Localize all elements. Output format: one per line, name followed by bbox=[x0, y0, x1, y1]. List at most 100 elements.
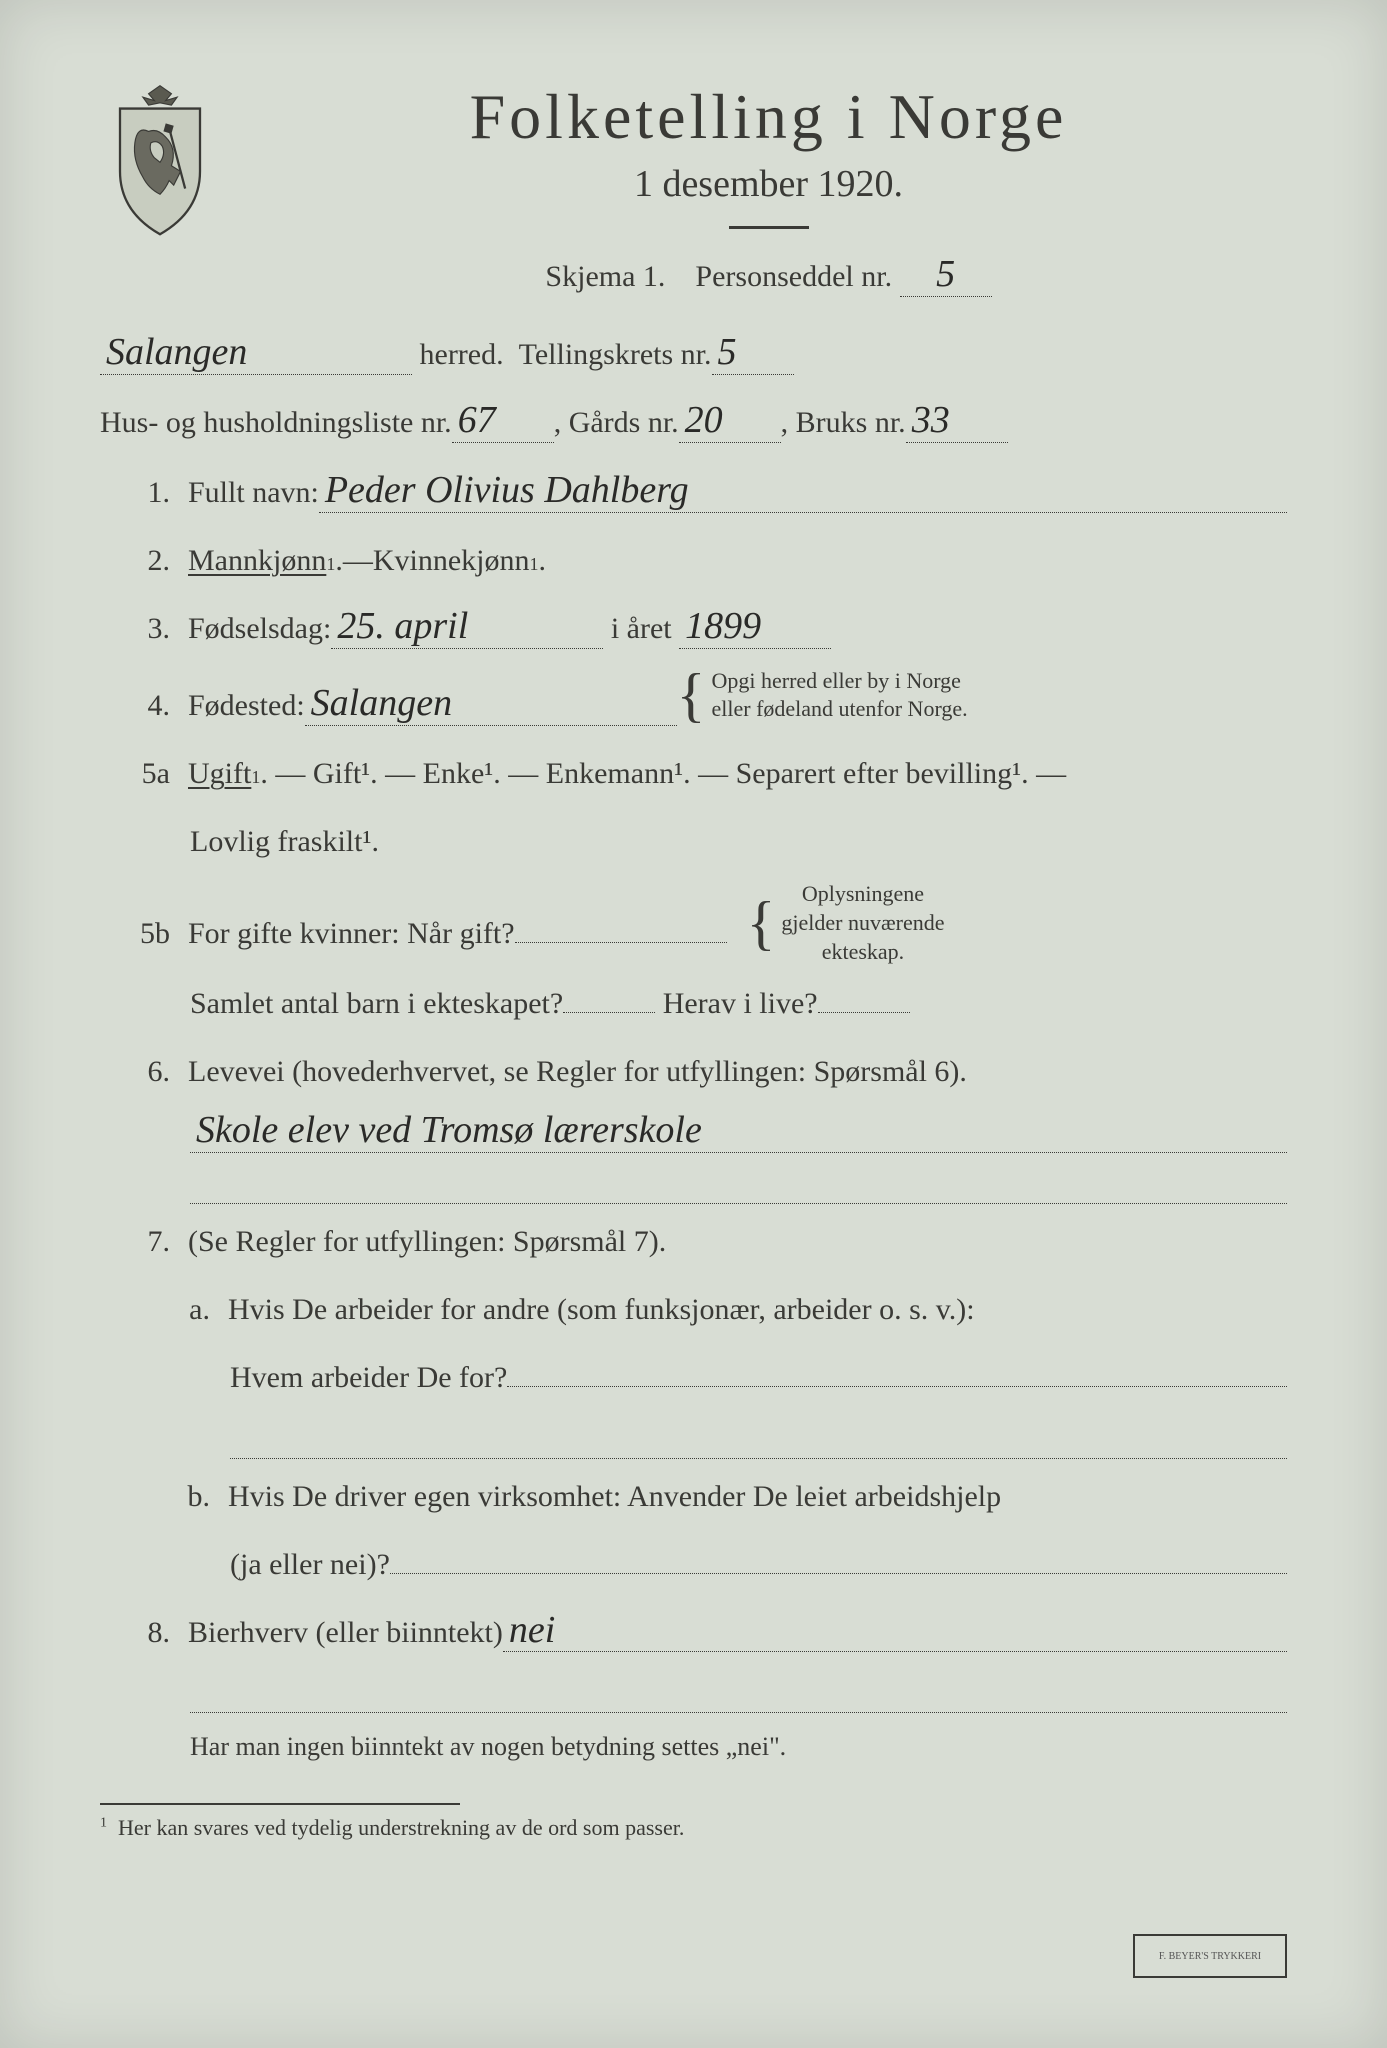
q2-num: 2. bbox=[100, 531, 188, 591]
q4-row: 4. Fødested: Salangen { Opgi herred elle… bbox=[100, 667, 1287, 737]
q7a-label: a. bbox=[100, 1280, 228, 1340]
q2-male: Mannkjønn bbox=[188, 531, 326, 591]
q3-day: 25. april bbox=[331, 606, 603, 649]
schema-label-right: Personseddel nr. bbox=[695, 260, 892, 293]
q3-label: Fødselsdag: bbox=[188, 599, 331, 659]
q1-row: 1. Fullt navn: Peder Olivius Dahlberg bbox=[100, 463, 1287, 523]
stamp-text: F. BEYER'S TRYKKERI bbox=[1159, 1951, 1261, 1962]
footnote-rule bbox=[100, 1803, 460, 1805]
q6-value: Skole elev ved Tromsø lærerskole bbox=[190, 1110, 1287, 1153]
schema-line: Skjema 1. Personseddel nr. 5 bbox=[250, 254, 1287, 297]
main-title: Folketelling i Norge bbox=[250, 80, 1287, 154]
q3-num: 3. bbox=[100, 599, 188, 659]
bruk-value: 33 bbox=[906, 400, 1008, 443]
q8-num: 8. bbox=[100, 1603, 188, 1663]
q5b-l2a: Samlet antal barn i ekteskapet? bbox=[190, 974, 563, 1034]
q2-end1: . bbox=[335, 531, 343, 591]
q2-female: Kvinnekjønn bbox=[373, 531, 530, 591]
q1-label: Fullt navn: bbox=[188, 463, 319, 523]
q7a-row2: Hvem arbeider De for? bbox=[100, 1348, 1287, 1408]
q8-label: Bierhverv (eller biinntekt) bbox=[188, 1603, 503, 1663]
q5a-sup: 1 bbox=[251, 759, 260, 795]
q5a-rest: . — Gift¹. — Enke¹. — Enkemann¹. — Separ… bbox=[260, 744, 1066, 804]
q7-num: 7. bbox=[100, 1212, 188, 1272]
q7b-row2: (ja eller nei)? bbox=[100, 1535, 1287, 1595]
q6-blank-row bbox=[100, 1161, 1287, 1204]
q5b-blank2 bbox=[563, 1012, 655, 1013]
q5a-row2: Lovlig fraskilt¹. bbox=[100, 812, 1287, 872]
schema-label-left: Skjema 1. bbox=[545, 260, 665, 293]
header: Folketelling i Norge 1 desember 1920. Sk… bbox=[100, 70, 1287, 315]
printer-stamp: F. BEYER'S TRYKKERI bbox=[1133, 1934, 1287, 1978]
q7b-text2: (ja eller nei)? bbox=[230, 1535, 390, 1595]
q5b-label: For gifte kvinner: Når gift? bbox=[188, 904, 515, 964]
q5a-line2: Lovlig fraskilt¹. bbox=[190, 812, 379, 872]
herred-label: herred. bbox=[420, 325, 504, 385]
title-block: Folketelling i Norge 1 desember 1920. Sk… bbox=[250, 70, 1287, 315]
q5b-l2b: Herav i live? bbox=[663, 974, 818, 1034]
q6-row: 6. Levevei (hovederhvervet, se Regler fo… bbox=[100, 1042, 1287, 1102]
q7a-blank bbox=[507, 1386, 1287, 1387]
hushold-value: 67 bbox=[452, 400, 554, 443]
q5b-note-l3: ekteskap. bbox=[822, 939, 904, 964]
q7-label: (Se Regler for utfyllingen: Spørsmål 7). bbox=[188, 1212, 666, 1272]
q5b-note: Oplysningene gjelder nuværende ekteskap. bbox=[781, 880, 944, 966]
q8-blank-row bbox=[100, 1671, 1287, 1714]
krets-label: Tellingskrets nr. bbox=[519, 325, 712, 385]
q7b-label: b. bbox=[100, 1467, 228, 1527]
q7a-text2: Hvem arbeider De for? bbox=[230, 1348, 507, 1408]
q4-note-block: { Opgi herred eller by i Norge eller fød… bbox=[677, 667, 968, 724]
subtitle-date: 1 desember 1920. bbox=[250, 162, 1287, 206]
q8-value: nei bbox=[503, 1610, 1287, 1653]
q5b-num: 5b bbox=[100, 904, 188, 964]
district-row: Salangen herred. Tellingskrets nr. 5 bbox=[100, 325, 1287, 385]
hushold-label: Hus- og husholdningsliste nr. bbox=[100, 393, 452, 453]
house-row: Hus- og husholdningsliste nr. 67 , Gårds… bbox=[100, 393, 1287, 453]
q8-blank2 bbox=[190, 1671, 1287, 1714]
q3-mid: i året bbox=[611, 599, 672, 659]
q4-note-l1: Opgi herred eller by i Norge bbox=[711, 668, 960, 693]
q7b-text1: Hvis De driver egen virksomhet: Anvender… bbox=[228, 1467, 1001, 1527]
title-divider bbox=[729, 226, 809, 229]
q5b-note-l2: gjelder nuværende bbox=[781, 910, 944, 935]
footnote-text: Her kan svares ved tydelig understreknin… bbox=[118, 1815, 684, 1840]
q7a-blank-row bbox=[100, 1416, 1287, 1459]
q5a-first: Ugift bbox=[188, 744, 251, 804]
q3-year: 1899 bbox=[679, 606, 831, 649]
q2-sup1: 1 bbox=[326, 546, 335, 582]
q2-sep: — bbox=[343, 531, 373, 591]
q7b-blank bbox=[390, 1573, 1287, 1574]
q5a-num: 5a bbox=[100, 744, 188, 804]
q6-blank bbox=[190, 1161, 1287, 1204]
person-nr-value: 5 bbox=[900, 254, 992, 297]
census-form-page: Folketelling i Norge 1 desember 1920. Sk… bbox=[0, 0, 1387, 2048]
footnote-num: 1 bbox=[100, 1816, 107, 1831]
q2-row: 2. Mannkjønn1. — Kvinnekjønn1. bbox=[100, 531, 1287, 591]
q5b-note-l1: Oplysningene bbox=[802, 881, 924, 906]
q4-note-l2: eller fødeland utenfor Norge. bbox=[711, 696, 967, 721]
q7-row: 7. (Se Regler for utfyllingen: Spørsmål … bbox=[100, 1212, 1287, 1272]
q6-label: Levevei (hovederhvervet, se Regler for u… bbox=[188, 1042, 967, 1102]
q7b-row: b. Hvis De driver egen virksomhet: Anven… bbox=[100, 1467, 1287, 1527]
q5b-row: 5b For gifte kvinner: Når gift? { Oplysn… bbox=[100, 880, 1287, 966]
q1-value: Peder Olivius Dahlberg bbox=[319, 470, 1287, 513]
q5b-note-block: { Oplysningene gjelder nuværende ekteska… bbox=[747, 880, 945, 966]
q4-note: Opgi herred eller by i Norge eller fødel… bbox=[711, 667, 967, 724]
q2-end2: . bbox=[538, 531, 546, 591]
brace-icon: { bbox=[677, 671, 706, 719]
q6-num: 6. bbox=[100, 1042, 188, 1102]
q3-row: 3. Fødselsdag: 25. april i året 1899 bbox=[100, 599, 1287, 659]
gard-value: 20 bbox=[679, 400, 781, 443]
footer-note-row: Har man ingen biinntekt av nogen betydni… bbox=[100, 1721, 1287, 1773]
q1-num: 1. bbox=[100, 463, 188, 523]
q6-value-row: Skole elev ved Tromsø lærerskole bbox=[100, 1110, 1287, 1153]
q5b-blank1 bbox=[515, 942, 727, 943]
q8-row: 8. Bierhverv (eller biinntekt) nei bbox=[100, 1603, 1287, 1663]
q4-label: Fødested: bbox=[188, 676, 305, 736]
footnote-row: 1 Her kan svares ved tydelig understrekn… bbox=[100, 1815, 1287, 1841]
bruk-label: , Bruks nr. bbox=[781, 393, 906, 453]
q5a-row: 5a Ugift1. — Gift¹. — Enke¹. — Enkemann¹… bbox=[100, 744, 1287, 804]
footer-note: Har man ingen biinntekt av nogen betydni… bbox=[190, 1721, 786, 1773]
q4-num: 4. bbox=[100, 676, 188, 736]
krets-value: 5 bbox=[712, 332, 794, 375]
